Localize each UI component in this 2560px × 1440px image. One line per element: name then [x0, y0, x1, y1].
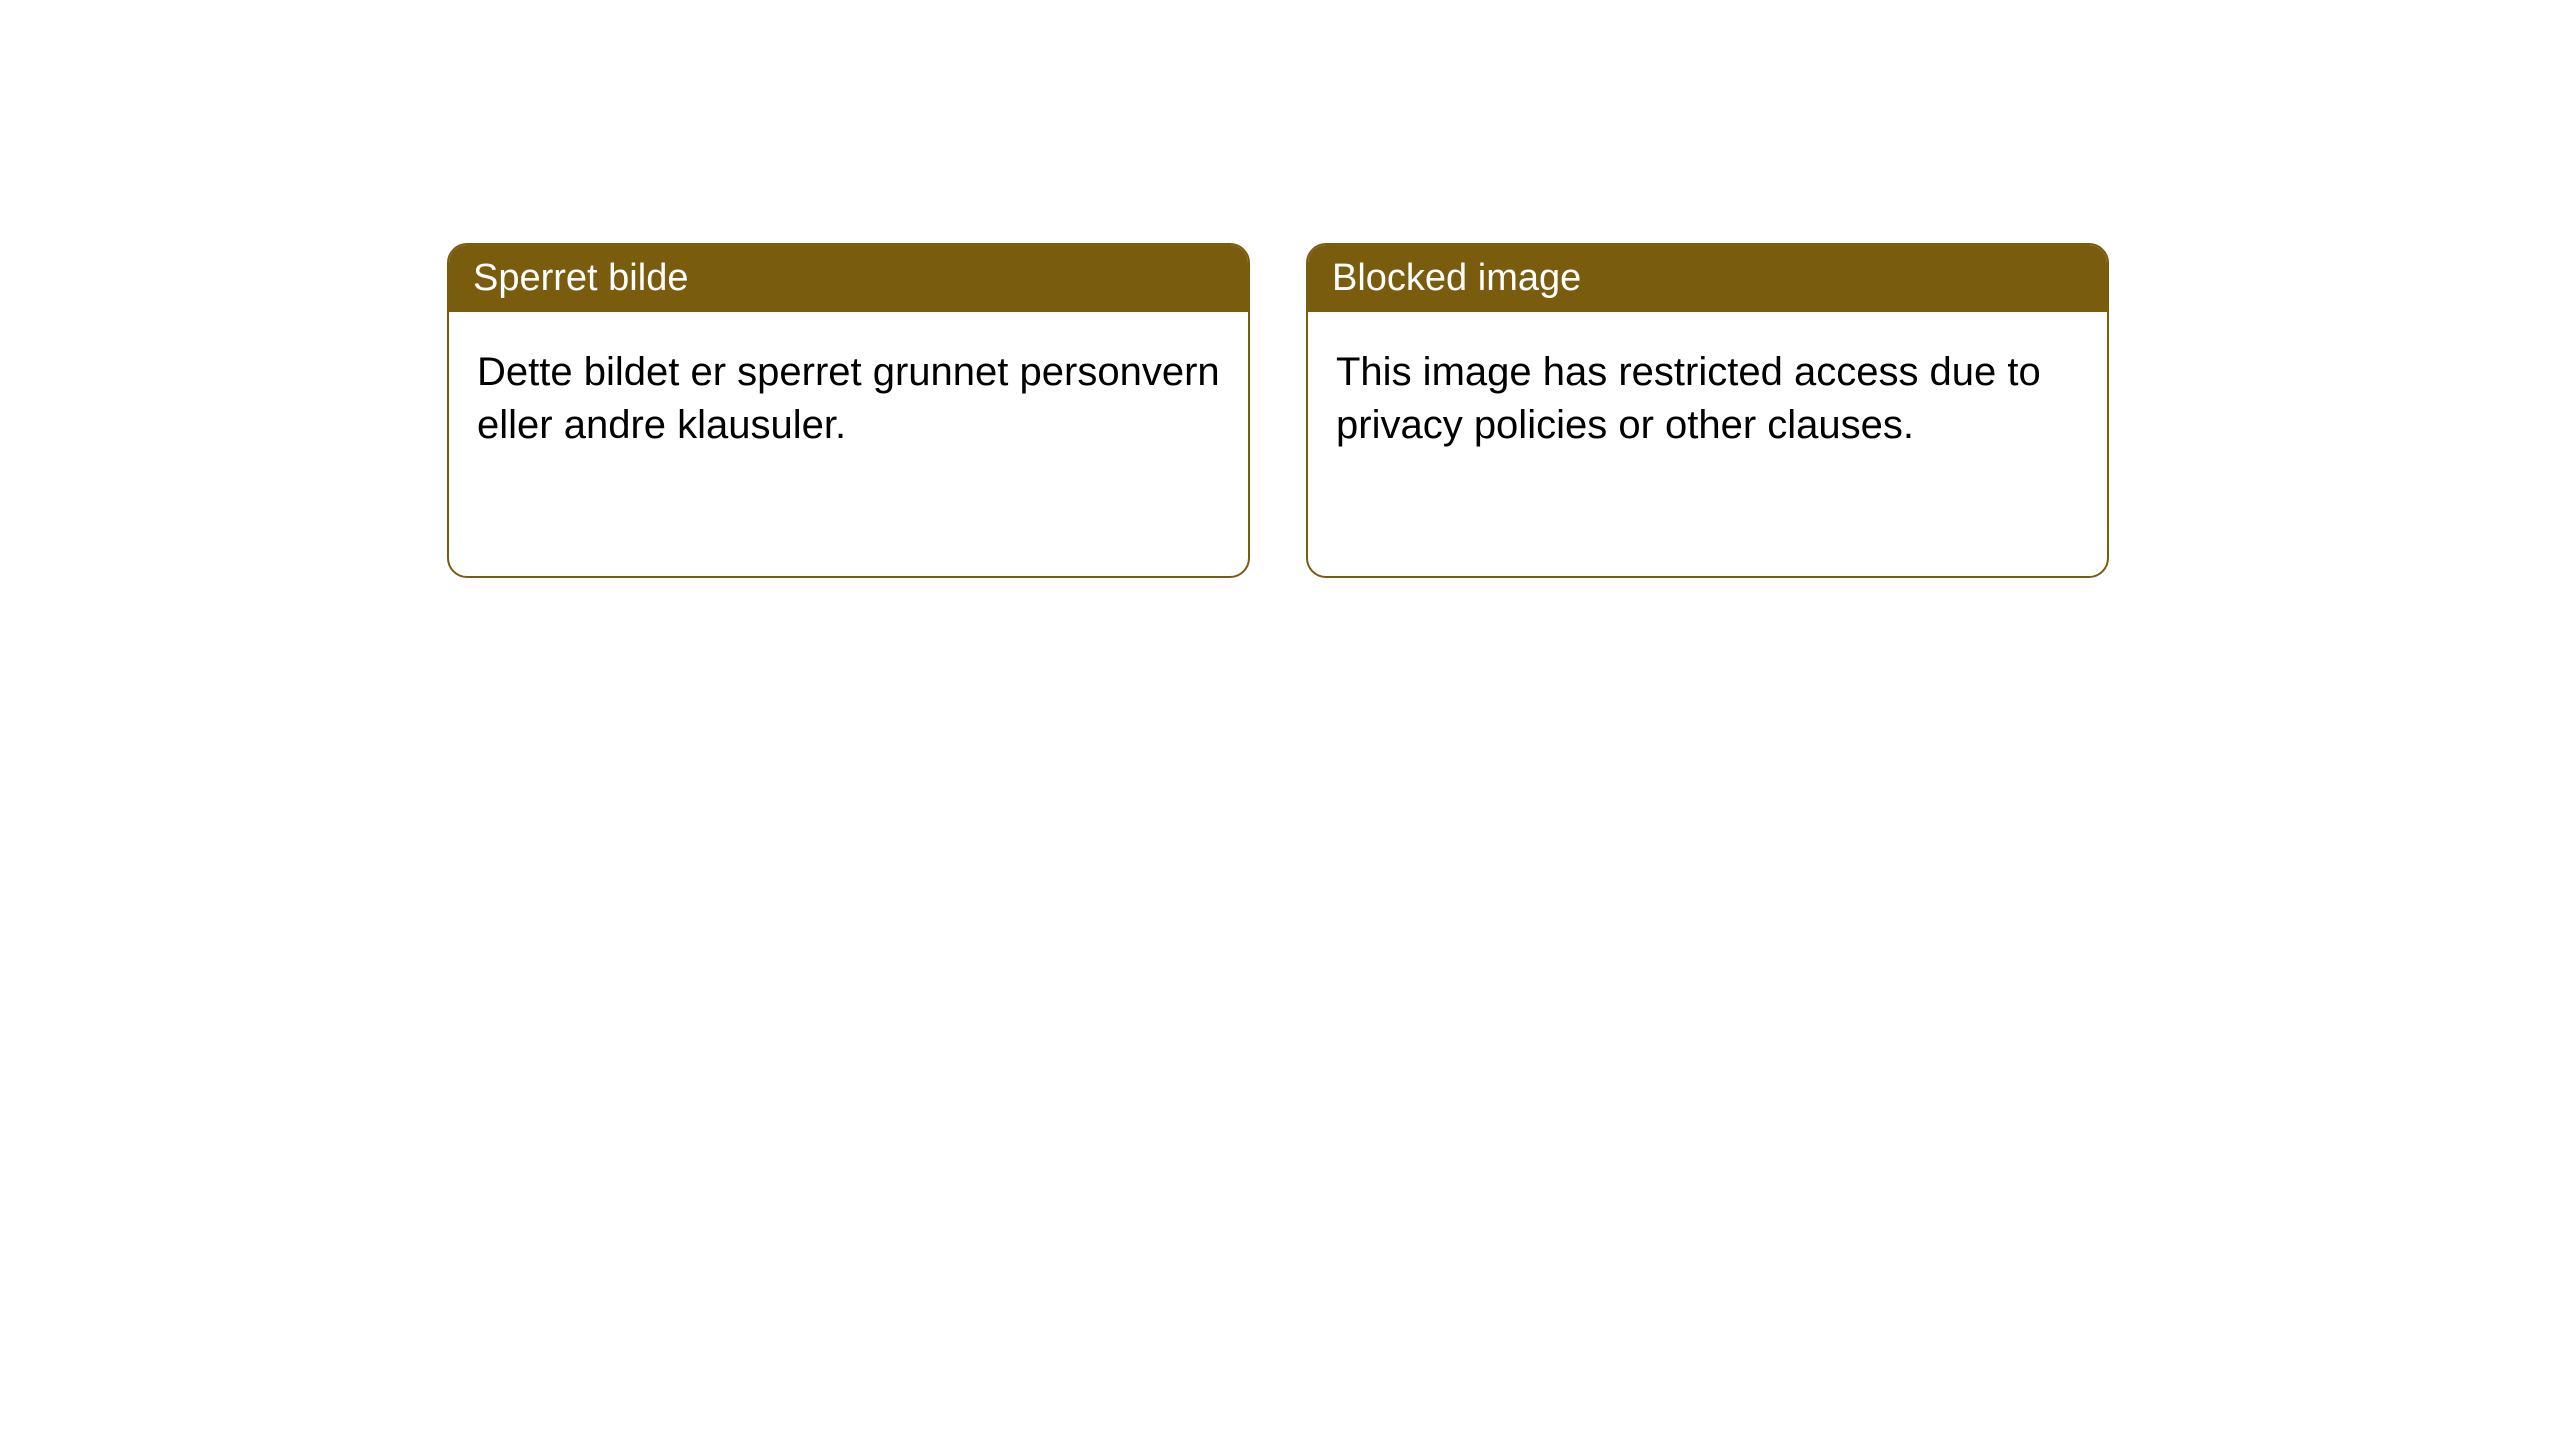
notice-text: Dette bildet er sperret grunnet personve…: [477, 350, 1220, 447]
notice-title: Blocked image: [1332, 257, 1581, 299]
notice-box-english: Blocked image This image has restricted …: [1306, 243, 2109, 578]
notice-title: Sperret bilde: [473, 257, 688, 299]
notice-header: Blocked image: [1308, 245, 2107, 312]
notices-container: Sperret bilde Dette bildet er sperret gr…: [0, 0, 2560, 578]
notice-box-norwegian: Sperret bilde Dette bildet er sperret gr…: [447, 243, 1250, 578]
notice-body: Dette bildet er sperret grunnet personve…: [449, 312, 1248, 486]
notice-text: This image has restricted access due to …: [1336, 350, 2041, 447]
notice-header: Sperret bilde: [449, 245, 1248, 312]
notice-body: This image has restricted access due to …: [1308, 312, 2107, 486]
